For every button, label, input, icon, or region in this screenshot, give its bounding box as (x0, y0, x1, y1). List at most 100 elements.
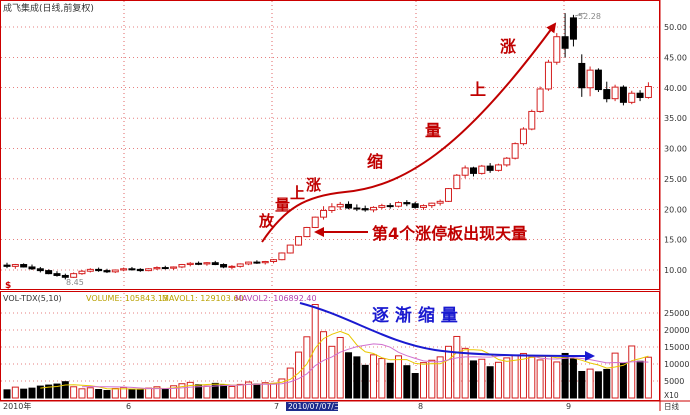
volume-bar-up (270, 382, 278, 399)
annot-fang: 放 (258, 212, 275, 230)
price-tick-label: 20.00 (664, 205, 687, 214)
volume-bar-down (636, 360, 644, 399)
candle-down (469, 167, 477, 174)
candle-down (569, 17, 577, 40)
volume-bar-up (11, 386, 19, 399)
volume-unit-label: X10 (664, 391, 679, 400)
volume-bar-up (395, 355, 403, 399)
candle-up (420, 205, 427, 208)
candle-down (345, 203, 353, 209)
candle-up (503, 157, 511, 166)
candle-down (103, 270, 111, 273)
candle-up (70, 273, 78, 278)
candle-down (128, 268, 136, 271)
volume-bar-up (519, 352, 527, 399)
price-tick-label: 50.00 (664, 23, 687, 32)
candle-up (261, 260, 269, 264)
candle-down (361, 208, 369, 211)
volume-bar-down (469, 360, 477, 399)
indicator-title: VOL-TDX(5,10) (3, 294, 62, 303)
volume-bar-down (136, 389, 144, 399)
volume-bar-up (494, 361, 502, 399)
volume-bar-down (28, 387, 36, 399)
volume-bar-up (320, 331, 328, 399)
annot-zhang-1: 涨 (306, 176, 321, 194)
annot-suo: 缩 (367, 152, 383, 171)
price-tick-label: 40.00 (664, 84, 687, 93)
annot-limit-up-text: 第4个涨停板出现天量 (372, 224, 527, 243)
candle-up (395, 202, 403, 207)
volume-bar-up (311, 304, 319, 399)
volume-bar-down (345, 352, 353, 399)
volume-bar-up (478, 358, 486, 399)
candle-up (494, 164, 502, 171)
candle-down (594, 69, 602, 91)
volume-bar-up (86, 387, 94, 399)
volume-bar-down (61, 381, 69, 399)
candle-up (320, 209, 328, 218)
volume-bar-up (111, 387, 119, 399)
year-label: 2010年 (3, 401, 31, 411)
volume-bar-up (461, 347, 469, 399)
volume-bar-down (594, 371, 602, 399)
candle-up (436, 200, 444, 204)
candle-down (161, 267, 169, 270)
volume-bar-up (245, 381, 253, 399)
volume-bar-up (303, 336, 311, 399)
candle-down (619, 86, 627, 103)
volume-bar-up (186, 381, 194, 399)
price-panel-frame (0, 0, 660, 290)
volume-bar-down (3, 389, 11, 399)
low-price-label: 8.45 (66, 278, 84, 287)
volume-bar-up (628, 345, 636, 399)
candle-down (53, 273, 61, 276)
candle-down (211, 262, 219, 266)
volume-bar-down (95, 389, 103, 399)
candle-up (461, 167, 469, 176)
volume-bar-up (278, 378, 286, 399)
volume-bar-up (428, 359, 436, 399)
selected-date-box[interactable] (286, 402, 338, 411)
volume-shrink-arrow (299, 302, 595, 361)
period-label[interactable]: 日线 (664, 401, 679, 411)
candle-up (286, 244, 294, 254)
candlesticks (3, 13, 652, 280)
annot-shang-2: 上 (470, 80, 486, 99)
volume-tick-label: 5000 (664, 377, 684, 386)
volume-bar-up (420, 362, 427, 399)
volume-bar-up (153, 386, 161, 399)
month-6-label: 6 (126, 402, 131, 411)
mavol2-line (81, 343, 649, 390)
volume-bar-down (220, 384, 228, 399)
volume-bar-up (444, 345, 452, 399)
volume-bar-up (511, 354, 519, 399)
volume-bar-up (378, 358, 386, 399)
candle-down (195, 262, 203, 265)
volume-bar-down (161, 388, 169, 399)
volume-bar-down (20, 388, 28, 399)
candle-up (295, 236, 303, 246)
price-tick-label: 10.00 (664, 266, 687, 275)
candle-up (186, 262, 194, 266)
month-8-label: 8 (418, 402, 423, 411)
volume-bar-down (403, 365, 411, 399)
grid-lines (1, 1, 660, 400)
volume-bar-up (328, 345, 336, 399)
volume-bar-up (586, 368, 594, 399)
mavol2-legend: MAVOL2: 106892.40 (235, 294, 317, 303)
volume-bar-down (36, 385, 44, 399)
chart-title: 成飞集成(日线,前复权) (3, 2, 94, 14)
candle-down (61, 274, 69, 278)
volume-bar-up (261, 382, 269, 399)
candle-up (120, 268, 128, 271)
candle-up (178, 264, 186, 268)
candle-down (486, 165, 494, 171)
annot-zhang-2: 涨 (500, 37, 516, 56)
mavol1-legend: MAVOL1: 129103.60 (162, 294, 244, 303)
candle-up (428, 202, 436, 207)
candle-up (478, 165, 486, 174)
candle-down (403, 202, 411, 205)
candle-down (136, 268, 144, 272)
annot-liang-1: 量 (275, 196, 290, 214)
